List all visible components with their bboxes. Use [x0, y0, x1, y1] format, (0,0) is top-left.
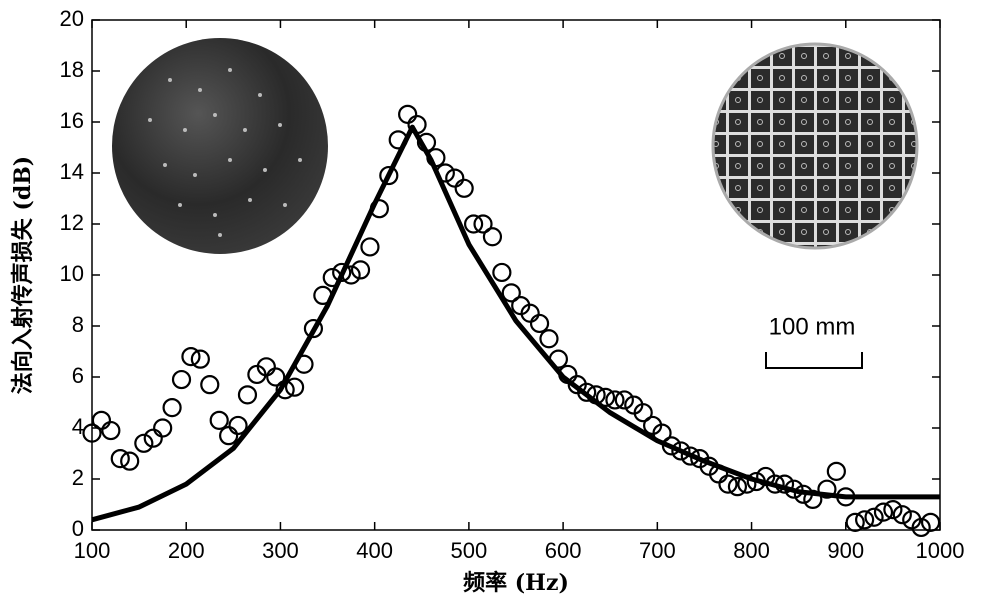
y-tick-label: 16: [60, 108, 84, 133]
data-point: [482, 227, 503, 247]
data-point: [110, 449, 130, 469]
data-point: [864, 507, 884, 527]
data-point: [209, 410, 229, 430]
data-point: [911, 517, 931, 538]
y-tick-label: 14: [60, 159, 84, 184]
inset-dots: [148, 68, 302, 237]
y-tick-label: 12: [60, 210, 84, 235]
data-point: [284, 377, 305, 397]
data-point: [605, 390, 625, 410]
inset-rim: [711, 42, 919, 250]
data-point: [134, 433, 154, 453]
data-point: [153, 418, 173, 438]
data-point: [501, 283, 521, 303]
inset-photo: [112, 38, 328, 254]
data-point: [492, 262, 512, 283]
y-tick-label: 4: [72, 414, 84, 439]
data-point: [171, 369, 192, 390]
data-point: [398, 104, 418, 124]
x-tick-label: 400: [356, 538, 393, 563]
y-tick-label: 8: [72, 312, 84, 337]
data-point: [181, 347, 201, 367]
data-point: [228, 415, 248, 436]
data-point: [101, 420, 121, 441]
data-point: [873, 502, 894, 522]
data-point: [303, 318, 324, 339]
theory-line: [91, 124, 940, 523]
data-point: [190, 349, 210, 369]
data-point: [379, 165, 399, 186]
y-tick-label: 10: [60, 261, 84, 286]
y-axis-label: 法向入射传声损失 (dB): [10, 156, 36, 394]
x-axis-label: 频率 (Hz): [463, 570, 569, 596]
data-point: [91, 410, 112, 430]
data-point: [920, 512, 941, 532]
data-point: [727, 477, 748, 497]
y-tick-label: 0: [72, 516, 84, 541]
scale-bar: [765, 352, 863, 369]
data-point: [577, 382, 597, 402]
data-point: [82, 423, 102, 443]
x-tick-label: 1000: [916, 538, 965, 563]
x-tick-label: 700: [639, 538, 676, 563]
x-tick-label: 300: [262, 538, 299, 563]
data-point: [360, 237, 380, 257]
data-point: [718, 474, 738, 494]
data-point: [219, 426, 239, 446]
data-point: [845, 512, 865, 532]
data-point: [539, 329, 559, 349]
y-tick-label: 20: [60, 6, 84, 31]
x-tick-label: 900: [827, 538, 864, 563]
data-point: [529, 313, 550, 334]
x-tick-label: 600: [545, 538, 582, 563]
data-point: [614, 390, 634, 410]
data-point: [473, 214, 493, 234]
data-point: [266, 367, 286, 387]
y-tick-label: 6: [72, 363, 84, 388]
data-point: [892, 505, 912, 525]
data-point: [162, 398, 182, 418]
data-point: [595, 387, 616, 407]
data-point: [826, 461, 846, 481]
data-point: [671, 441, 691, 461]
x-tick-label: 800: [733, 538, 770, 563]
data-point: [464, 214, 484, 234]
x-tick-label: 200: [168, 538, 205, 563]
scale-label: 100 mm: [769, 313, 856, 340]
y-tick-label: 2: [72, 465, 84, 490]
x-tick-label: 100: [74, 538, 111, 563]
inset-photo: [714, 45, 916, 247]
data-point: [237, 385, 258, 405]
data-point: [633, 403, 653, 423]
x-tick-label: 500: [451, 538, 488, 563]
data-point: [817, 479, 837, 499]
data-point: [200, 375, 220, 395]
data-point: [883, 500, 903, 520]
data-point: [454, 178, 474, 198]
data-point: [120, 451, 140, 471]
data-point: [350, 260, 371, 280]
y-tick-label: 18: [60, 57, 84, 82]
data-point: [855, 510, 875, 530]
